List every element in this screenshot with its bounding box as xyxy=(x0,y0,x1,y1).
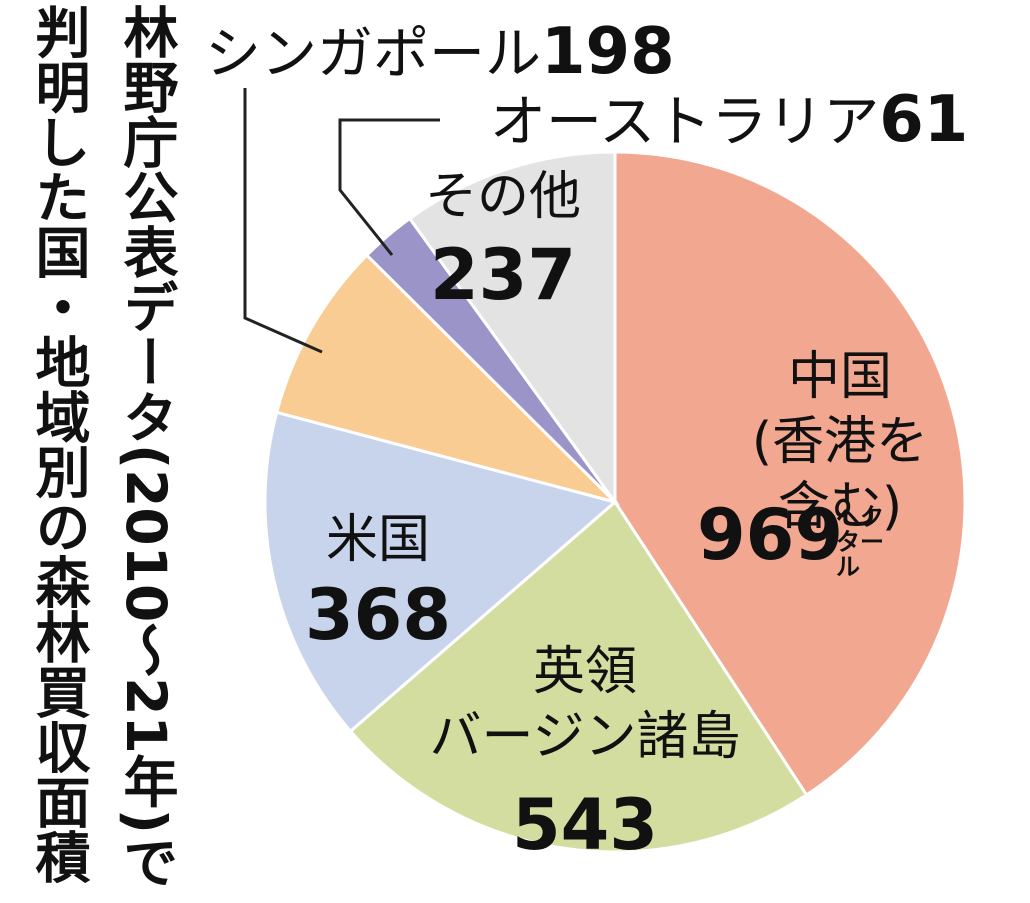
value-label: 61 xyxy=(879,83,969,157)
pie-slice xyxy=(407,150,617,507)
slice-label: 米国 xyxy=(325,510,431,570)
slice-label: 英領 バージン諸島 xyxy=(429,642,741,767)
pie-slice xyxy=(263,410,619,734)
title-line: 判明した国・地域別の森林買収面積 xyxy=(26,4,90,884)
slice-label: その他 xyxy=(424,167,582,227)
pie-slice xyxy=(274,253,621,505)
value-label: 969 xyxy=(696,494,844,576)
value-label: 198 xyxy=(541,15,675,89)
value-label: 368 xyxy=(304,574,452,656)
title-line: 林野庁公表データ(2010〜21年)で xyxy=(114,4,178,889)
leader-line xyxy=(243,88,323,354)
unit-label: ヘクタール xyxy=(836,503,884,582)
slice-label: 中国 (香港を含む) xyxy=(751,347,929,537)
slice-label: シンガポール xyxy=(205,22,541,87)
value-label: 543 xyxy=(511,784,659,866)
pie-slice xyxy=(348,499,809,854)
outside-label: シンガポール198 xyxy=(205,20,675,84)
slice-label: オーストラリア xyxy=(490,90,880,155)
outside-label: オーストラリア61 xyxy=(490,88,968,152)
value-label: 237 xyxy=(429,234,577,316)
leader-line xyxy=(338,118,440,256)
